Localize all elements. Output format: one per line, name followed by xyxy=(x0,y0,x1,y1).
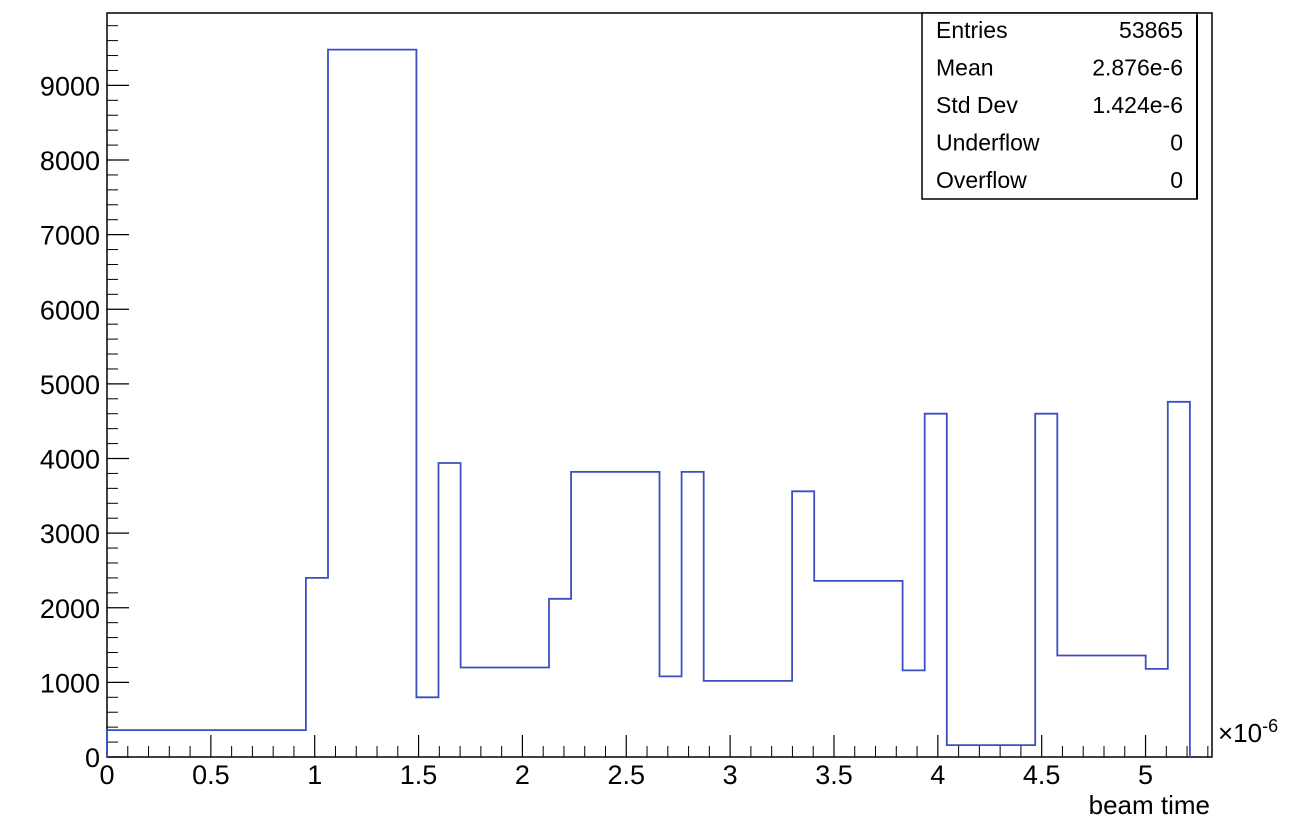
y-tick-label: 8000 xyxy=(40,146,100,176)
x-tick-label: 4.5 xyxy=(1023,760,1061,790)
stats-value: 0 xyxy=(1170,167,1183,193)
x-tick-label: 2 xyxy=(515,760,530,790)
x-tick-label: 1.5 xyxy=(400,760,438,790)
x-tick-label: 2.5 xyxy=(607,760,645,790)
stats-label: Underflow xyxy=(936,130,1040,156)
y-tick-label: 3000 xyxy=(40,519,100,549)
y-axis: 0 1000 2000 3000 4000 5000 6000 7000 8000 9000 xyxy=(40,71,129,773)
y-tick-label: 0 xyxy=(85,743,100,773)
stats-value: 0 xyxy=(1170,130,1183,156)
histogram-series xyxy=(106,48,1191,757)
stats-value: 2.876e-6 xyxy=(1092,55,1183,81)
x-axis-title: beam time xyxy=(1089,790,1210,820)
x-axis: 0 0.5 1 1.5 2 2.5 3 3.5 4 4.5 5 xyxy=(99,735,1153,790)
stats-rows: Entries 53865 Mean 2.876e-6 Std Dev 1.424e-6 U… xyxy=(936,17,1183,193)
y-tick-label: 9000 xyxy=(40,71,100,101)
stats-label: Std Dev xyxy=(936,92,1018,118)
stats-box: Entries 53865 Mean 2.876e-6 Std Dev 1.424e-6 U… xyxy=(921,12,1198,200)
x-tick-label: 0 xyxy=(99,760,114,790)
stats-label: Overflow xyxy=(936,167,1027,193)
x-axis-multiplier: ×10-6 xyxy=(1218,716,1278,748)
stats-value: 1.424e-6 xyxy=(1092,92,1183,118)
x-tick-label: 1 xyxy=(307,760,322,790)
y-tick-label: 5000 xyxy=(40,370,100,400)
y-tick-label: 7000 xyxy=(40,221,100,251)
y-tick-label: 4000 xyxy=(40,445,100,475)
stats-value: 53865 xyxy=(1119,17,1183,43)
stats-label: Entries xyxy=(936,17,1008,43)
x-tick-label: 3.5 xyxy=(815,760,853,790)
y-axis-minor-ticks xyxy=(107,25,118,743)
y-tick-label: 6000 xyxy=(40,295,100,325)
x-multiplier-base: ×10 xyxy=(1218,718,1262,748)
x-multiplier-exponent: -6 xyxy=(1262,716,1278,736)
x-tick-label: 4 xyxy=(930,760,945,790)
x-tick-label: 3 xyxy=(723,760,738,790)
stats-label: Mean xyxy=(936,55,994,81)
x-tick-label: 5 xyxy=(1138,760,1153,790)
y-tick-label: 2000 xyxy=(40,594,100,624)
x-axis-minor-ticks xyxy=(127,746,1209,757)
stats-box-frame xyxy=(921,12,1198,200)
x-tick-label: 0.5 xyxy=(192,760,230,790)
y-tick-label: 1000 xyxy=(40,668,100,698)
